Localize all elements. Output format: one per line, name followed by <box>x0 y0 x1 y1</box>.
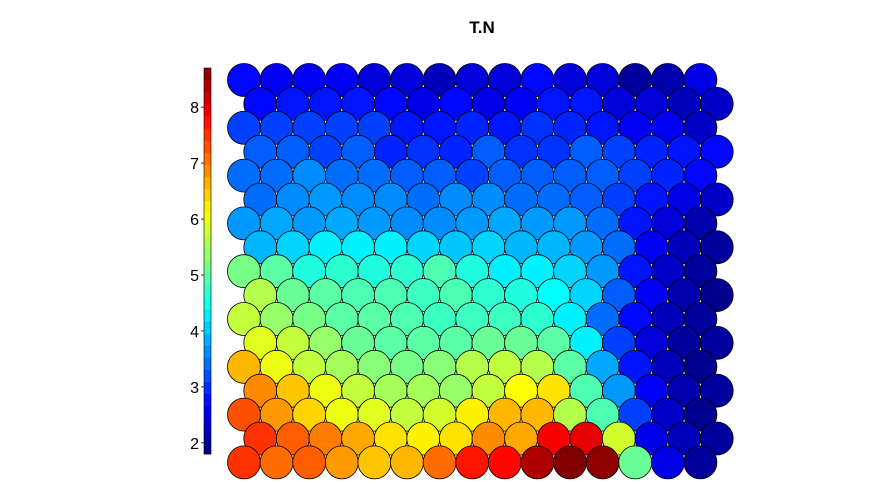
hex-unit <box>683 302 718 336</box>
colorbar-tick-label: 4 <box>190 324 199 341</box>
hex-unit <box>292 445 327 480</box>
colorbar-segment <box>204 152 211 165</box>
hex-unit <box>324 445 359 480</box>
hex-unit <box>683 397 718 432</box>
colorbar-segment <box>204 261 211 274</box>
hex-unit <box>422 445 457 480</box>
colorbar-segment <box>204 309 211 322</box>
hex-unit <box>390 445 424 480</box>
colorbar-segment <box>204 381 211 394</box>
hex-unit <box>227 445 261 480</box>
hex-unit <box>699 134 734 169</box>
colorbar-segment <box>204 80 211 93</box>
hex-unit <box>618 445 653 480</box>
colorbar-segment <box>204 321 211 334</box>
colorbar-segment <box>204 68 211 81</box>
colorbar-segment <box>204 369 211 382</box>
hex-unit <box>683 254 718 289</box>
colorbar-segment <box>204 176 211 189</box>
colorbar-segment <box>204 188 211 201</box>
colorbar-segment <box>204 345 211 358</box>
hex-unit <box>487 445 522 480</box>
hex-unit <box>683 110 718 145</box>
colorbar-tick-label: 7 <box>190 156 199 173</box>
colorbar-segment <box>204 273 211 286</box>
hex-unit <box>699 87 734 121</box>
colorbar-border <box>203 67 212 455</box>
hex-unit <box>553 445 587 480</box>
hex-unit <box>585 445 620 480</box>
hex-unit <box>683 63 718 97</box>
colorbar <box>203 67 212 455</box>
colorbar-segment <box>204 224 211 238</box>
colorbar-ticks: 2 3 4 5 6 7 8 <box>190 100 204 453</box>
hex-unit <box>683 349 718 384</box>
hex-unit <box>455 445 490 480</box>
hex-unit <box>683 445 718 480</box>
colorbar-segment <box>204 429 211 443</box>
colorbar-segment <box>204 212 211 226</box>
colorbar-segment <box>204 116 211 129</box>
colorbar-segment <box>204 357 211 370</box>
hex-unit <box>699 230 734 265</box>
chart-title: T.N <box>469 18 495 37</box>
colorbar-segment <box>204 104 211 117</box>
colorbar-segment <box>204 297 211 310</box>
hex-unit <box>699 373 734 408</box>
colorbar-segment <box>204 128 211 141</box>
colorbar-segment <box>204 441 211 455</box>
colorbar-tick-label: 2 <box>190 436 199 453</box>
colorbar-tick-label: 8 <box>190 100 199 117</box>
colorbar-tick-label: 3 <box>190 380 199 397</box>
hex-unit <box>259 445 294 480</box>
hex-unit <box>357 445 392 480</box>
hex-unit <box>683 206 718 241</box>
hex-unit <box>699 421 734 456</box>
colorbar-segment <box>204 200 211 214</box>
colorbar-segment <box>204 140 211 153</box>
colorbar-segment <box>204 236 211 250</box>
hex-unit <box>699 325 734 360</box>
hex-unit <box>699 182 734 217</box>
hex-unit <box>699 278 734 313</box>
colorbar-tick-label: 5 <box>190 268 199 285</box>
hex-unit <box>520 445 555 480</box>
colorbar-segment <box>204 405 211 419</box>
colorbar-segment <box>204 164 211 177</box>
colorbar-segment <box>204 417 211 431</box>
hex-unit <box>650 445 685 480</box>
colorbar-segment <box>204 393 211 407</box>
colorbar-tick-label: 6 <box>190 212 199 229</box>
colorbar-segment <box>204 92 211 105</box>
hex-unit <box>683 158 718 193</box>
hexagonal-grid <box>227 63 734 480</box>
colorbar-segment <box>204 285 211 298</box>
colorbar-segment <box>204 333 211 346</box>
colorbar-segment <box>204 248 211 262</box>
